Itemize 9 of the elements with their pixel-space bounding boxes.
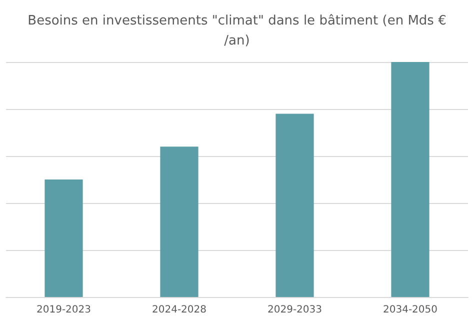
bar <box>391 62 430 297</box>
chart-title: Besoins en investissements "climat" dans le bâtiment (en Mds €/an) <box>28 14 446 48</box>
x-tick-label: 2024-2028 <box>152 304 207 316</box>
bar <box>44 180 83 297</box>
x-tick-label: 2019-2023 <box>36 304 92 316</box>
bar <box>160 146 198 297</box>
bar <box>276 114 314 297</box>
x-tick-label: 2034-2050 <box>382 304 438 316</box>
x-tick-label: 2029-2033 <box>267 304 322 316</box>
